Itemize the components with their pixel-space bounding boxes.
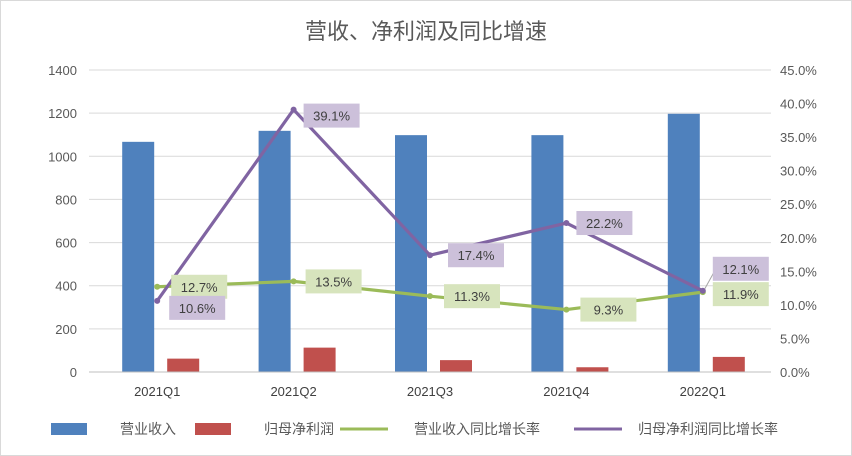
profit-growth-point: [563, 220, 570, 227]
profit-growth-label-bg: [169, 295, 226, 320]
revenue-growth-label: 9.3%: [594, 303, 624, 318]
left-tick-label: 200: [55, 322, 77, 337]
right-tick-label: 45.0%: [780, 63, 817, 78]
profit-growth-label: 10.6%: [179, 301, 216, 316]
revenue-growth-label: 12.7%: [181, 280, 218, 295]
right-tick-label: 5.0%: [780, 331, 810, 346]
profit-growth-label: 22.2%: [586, 216, 623, 231]
right-tick-label: 30.0%: [780, 164, 817, 179]
category-labels: 2021Q1 2021Q2 2021Q3 2021Q4 2022Q1: [134, 384, 726, 399]
legend-label: 营业收入: [120, 422, 176, 438]
profit-growth-label: 39.1%: [313, 109, 350, 124]
legend-label: 归母净利润同比增长率: [638, 421, 778, 438]
category-label: 2021Q1: [134, 384, 180, 399]
right-tick-label: 35.0%: [780, 130, 817, 145]
profit-bar: [303, 347, 336, 372]
category-label: 2021Q3: [407, 384, 453, 399]
profit-bar: [167, 358, 200, 372]
profit-growth-point: [699, 287, 706, 294]
revenue-bar: [531, 135, 564, 372]
chart-title: 营收、净利润及同比增速: [305, 20, 547, 45]
right-tick-label: 0.0%: [780, 365, 810, 380]
revenue-bar: [667, 113, 700, 372]
category-label: 2021Q4: [543, 384, 589, 399]
left-tick-label: 1000: [48, 149, 77, 164]
category-label: 2022Q1: [680, 384, 726, 399]
right-tick-label: 25.0%: [780, 197, 817, 212]
revenue-growth-label-bg: [444, 284, 500, 309]
profit-growth-label-bg: [712, 256, 769, 281]
left-tick-label: 1400: [48, 63, 77, 78]
revenue-growth-label-bg: [305, 269, 362, 294]
left-axis-ticks: 0 200 400 600 800 1000 1200 1400: [48, 63, 77, 380]
revenue-growth-label: 11.9%: [723, 287, 759, 302]
revenue-growth-point: [427, 293, 433, 300]
revenue-bar: [395, 135, 427, 372]
revenue-growth-label: 13.5%: [315, 274, 352, 289]
left-tick-label: 600: [55, 236, 77, 251]
profit-bar: [576, 367, 609, 372]
profit-growth-point: [290, 106, 297, 113]
legend-label: 营业收入同比增长率: [414, 421, 540, 438]
revenue-growth-label: 11.3%: [454, 289, 490, 304]
right-axis-ticks: 0.0% 5.0% 10.0% 15.0% 20.0% 25.0% 30.0% 35.0% 40…: [780, 63, 817, 380]
profit-growth-line: [155, 107, 704, 302]
data-labels: 12.7% 13.5% 11.3% 9.3% 11.9% 10.6% 39.1% 17.4% 2…: [169, 103, 769, 322]
left-tick-label: 800: [55, 192, 77, 207]
profit-bar: [440, 360, 472, 372]
left-tick-label: 1200: [48, 106, 77, 121]
revenue-growth-label-bg: [171, 274, 228, 299]
profit-growth-point: [427, 252, 433, 259]
profit-growth-label-bg: [448, 243, 504, 268]
revenue-growth-point: [154, 283, 161, 290]
bars: [122, 113, 745, 372]
revenue-growth-label-bg: [580, 297, 637, 322]
profit-growth-label-bg: [303, 103, 360, 128]
right-tick-label: 15.0%: [780, 264, 817, 279]
right-tick-label: 10.0%: [780, 298, 817, 313]
revenue-growth-label-bg: [712, 282, 769, 307]
series-lines: [154, 106, 706, 313]
profit-bar: [712, 356, 745, 372]
left-tick-label: 0: [70, 365, 77, 380]
left-tick-label: 400: [55, 279, 77, 294]
profit-growth-label: 17.4%: [458, 248, 495, 263]
legend-swatch: [195, 423, 231, 435]
revenue-growth-point: [563, 306, 570, 313]
legend-swatch: [51, 423, 87, 435]
profit-growth-point: [154, 297, 161, 304]
revenue-growth-point: [290, 278, 297, 285]
legend: 营业收入 归母净利润 营业收入同比增长率 归母净利润同比增长率: [51, 421, 778, 438]
legend-label: 归母净利润: [264, 421, 334, 438]
right-tick-label: 40.0%: [780, 97, 817, 112]
category-label: 2021Q2: [270, 384, 316, 399]
right-tick-label: 20.0%: [780, 231, 817, 246]
revenue-bar: [122, 141, 155, 372]
revenue-bar: [258, 130, 291, 372]
profit-growth-label: 12.1%: [722, 262, 759, 277]
profit-growth-label-bg: [576, 211, 633, 236]
